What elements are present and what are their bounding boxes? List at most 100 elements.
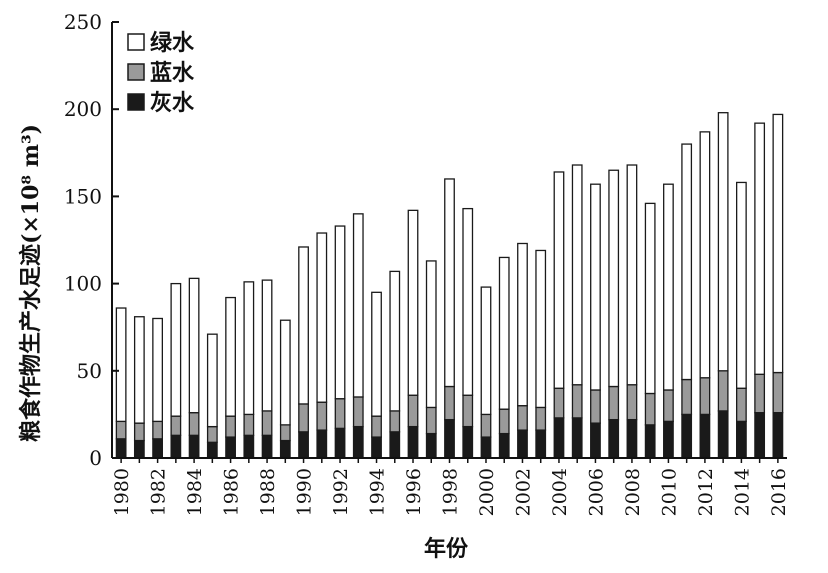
bar-2015-series-2	[754, 122, 766, 375]
bar-1999-series-1	[462, 394, 474, 428]
y-tick-label: 100	[64, 272, 102, 296]
legend-swatch	[127, 93, 145, 111]
bar-1998-series-1	[444, 385, 455, 421]
legend-label: 绿水	[150, 30, 195, 56]
bar-2014-series-1	[736, 387, 747, 423]
bar-2006-series-1	[590, 389, 601, 424]
bar-1980-series-1	[115, 420, 127, 440]
bar-1990-series-1	[298, 403, 309, 433]
bar-1981-series-0	[133, 439, 145, 459]
x-tick-label: 1996	[403, 468, 425, 516]
x-tick-label: 1982	[148, 468, 170, 516]
bar-1992-series-2	[334, 225, 346, 400]
bar-2011-series-2	[681, 143, 693, 381]
x-tick-label: 2008	[622, 468, 644, 516]
bar-2008-series-0	[626, 418, 638, 459]
bar-1995-series-0	[389, 431, 401, 459]
bar-1986-series-0	[225, 436, 236, 459]
legend-label: 灰水	[150, 90, 195, 116]
bar-1994-series-1	[371, 415, 382, 438]
bar-1996-series-1	[407, 394, 419, 428]
bar-2006-series-2	[590, 183, 601, 391]
bar-1991-series-1	[316, 401, 328, 431]
bar-2000-series-2	[480, 286, 492, 416]
bar-2000-series-0	[480, 436, 492, 459]
bar-2005-series-2	[571, 164, 583, 386]
y-tick-label: 200	[64, 97, 102, 121]
bar-2013-series-2	[717, 112, 729, 372]
bar-1980-series-0	[115, 438, 127, 459]
bar-1984-series-2	[188, 277, 200, 414]
x-tick-label: 1998	[440, 468, 462, 516]
bar-1983-series-1	[170, 415, 182, 436]
bar-1995-series-2	[389, 270, 401, 412]
bar-1995-series-1	[389, 410, 401, 433]
bar-1985-series-0	[206, 441, 218, 459]
bar-2010-series-1	[663, 389, 674, 423]
bar-2007-series-1	[608, 385, 620, 421]
bar-2009-series-1	[644, 392, 656, 426]
bar-2005-series-1	[571, 384, 583, 419]
bar-1993-series-0	[352, 425, 364, 459]
x-tick-label: 2010	[658, 468, 680, 516]
bar-1994-series-2	[371, 291, 382, 417]
bar-2003-series-2	[535, 249, 547, 409]
bar-1990-series-2	[298, 246, 309, 405]
bar-1983-series-0	[170, 434, 182, 459]
bar-2004-series-2	[553, 171, 565, 389]
bar-2011-series-0	[681, 413, 693, 459]
bar-1985-series-1	[206, 425, 218, 443]
x-tick-label: 2012	[695, 468, 717, 516]
bar-1987-series-1	[243, 413, 255, 436]
y-tick-label: 150	[64, 184, 102, 208]
bar-2002-series-2	[517, 242, 528, 407]
x-axis-label: 年份	[424, 536, 469, 562]
x-tick-label: 1984	[184, 468, 206, 516]
x-tick-label: 2016	[768, 468, 790, 516]
bar-1987-series-0	[243, 434, 255, 459]
bar-2014-series-0	[736, 420, 747, 459]
bar-1998-series-2	[444, 178, 455, 388]
bar-2016-series-2	[772, 113, 784, 374]
x-tick-label: 1986	[221, 468, 243, 516]
x-tick-label: 2000	[476, 468, 498, 516]
bar-2004-series-0	[553, 417, 565, 459]
bar-1994-series-0	[371, 436, 382, 459]
y-tick-label: 50	[77, 359, 102, 383]
bar-1997-series-2	[425, 260, 437, 409]
bar-2008-series-1	[626, 384, 638, 421]
bar-1989-series-1	[279, 424, 291, 442]
bar-2001-series-2	[498, 256, 510, 410]
bar-1996-series-0	[407, 425, 419, 459]
bar-2014-series-2	[736, 181, 747, 389]
bar-1988-series-2	[261, 279, 273, 412]
bar-2007-series-2	[608, 169, 620, 388]
bar-1997-series-0	[425, 432, 437, 459]
bar-1993-series-1	[352, 396, 364, 428]
bar-1980-series-2	[115, 307, 127, 423]
bar-2003-series-1	[535, 406, 547, 431]
bar-2003-series-0	[535, 429, 547, 459]
axes-group: 0 50 100 150 200 250 1980 1982 1984 1986 1988 1990 1…	[64, 10, 790, 516]
bar-1999-series-0	[462, 425, 474, 459]
bar-1985-series-2	[206, 333, 218, 428]
bar-1992-series-0	[334, 427, 346, 459]
bar-1988-series-0	[261, 434, 273, 459]
bar-1989-series-0	[279, 439, 291, 459]
bar-1982-series-1	[152, 420, 164, 440]
x-tick-label: 1988	[257, 468, 279, 516]
bar-2005-series-0	[571, 417, 583, 459]
bar-2011-series-1	[681, 378, 693, 416]
x-tick-label: 1990	[294, 468, 316, 516]
legend-swatch	[127, 63, 145, 81]
bar-1986-series-1	[225, 415, 236, 438]
bar-2010-series-0	[663, 420, 674, 459]
y-axis-label: 粮食作物生产水足迹(×10⁸ m³)	[18, 124, 44, 442]
bar-2009-series-2	[644, 202, 656, 395]
x-tick-label: 1980	[111, 468, 133, 516]
bar-2008-series-2	[626, 164, 638, 386]
bar-2006-series-0	[590, 422, 601, 459]
bar-2015-series-0	[754, 412, 766, 459]
